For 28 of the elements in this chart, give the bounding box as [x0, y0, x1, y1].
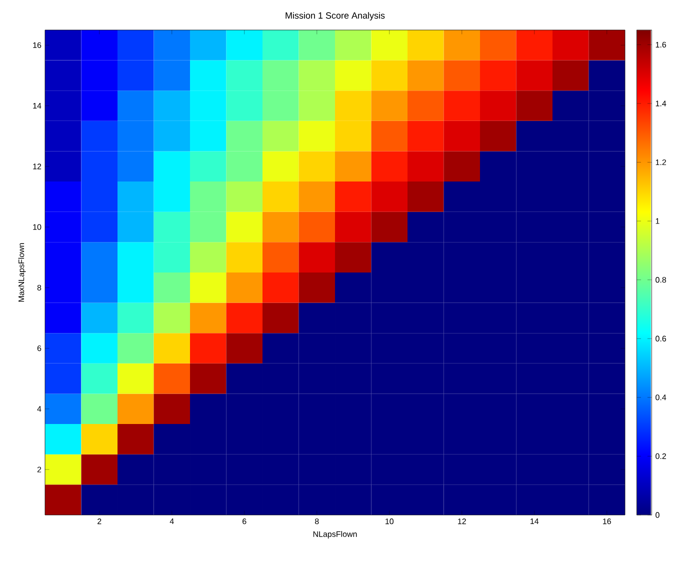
x-tick-label: 4 [170, 518, 174, 524]
y-tick-label: 6 [37, 345, 42, 352]
y-tick-label: 16 [33, 42, 42, 48]
color-bar-label: 0.4 [656, 394, 666, 400]
y-tick-label: 4 [37, 406, 42, 412]
x-tick-label: 16 [603, 518, 611, 524]
color-bar-label: 1 [656, 218, 660, 224]
color-bar-label: 1.6 [656, 42, 666, 48]
chart-title: Mission 1 Score Analysis [286, 12, 385, 20]
y-axis-title: MaxNLapsFlown [18, 243, 26, 302]
y-tick-label: 10 [33, 224, 42, 230]
color-bar-label: 1.4 [656, 100, 666, 106]
color-bar-label: 0.8 [656, 277, 666, 283]
x-tick-label: 14 [530, 518, 539, 524]
color-bar-label: 0 [656, 512, 660, 518]
x-axis-title: NLapsFlown [313, 531, 357, 539]
y-tick-label: 8 [37, 284, 42, 290]
x-tick-label: 8 [315, 518, 319, 524]
y-tick-label: 12 [33, 164, 42, 170]
x-tick-label: 12 [458, 518, 466, 524]
x-tick-label: 6 [242, 518, 246, 524]
y-tick-label: 14 [33, 103, 42, 109]
color-bar-label: 1.2 [656, 159, 666, 166]
y-tick-label: 2 [37, 466, 42, 472]
color-bar-label: 0.6 [656, 336, 666, 342]
x-tick-label: 2 [98, 518, 102, 524]
color-bar-label: 0.2 [656, 453, 666, 460]
x-tick-label: 10 [386, 518, 394, 524]
